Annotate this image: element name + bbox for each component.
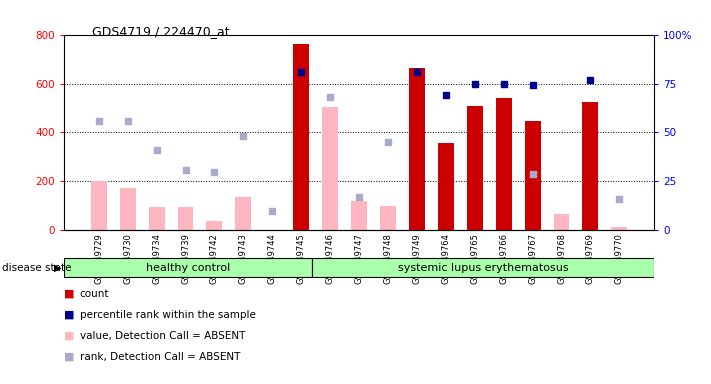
Bar xyxy=(91,182,107,230)
Bar xyxy=(119,187,136,230)
FancyBboxPatch shape xyxy=(312,258,654,277)
Text: healthy control: healthy control xyxy=(146,263,230,273)
Bar xyxy=(206,220,223,230)
Bar xyxy=(322,107,338,230)
Text: ■: ■ xyxy=(64,352,75,362)
Bar xyxy=(351,201,367,230)
FancyBboxPatch shape xyxy=(64,258,312,277)
Bar xyxy=(496,98,512,230)
Bar xyxy=(438,144,454,230)
Bar xyxy=(293,45,309,230)
Bar xyxy=(178,207,193,230)
Bar xyxy=(235,197,251,230)
Bar xyxy=(582,102,599,230)
Bar xyxy=(409,68,425,230)
Text: rank, Detection Call = ABSENT: rank, Detection Call = ABSENT xyxy=(80,352,240,362)
Bar xyxy=(380,206,396,230)
Text: systemic lupus erythematosus: systemic lupus erythematosus xyxy=(398,263,569,273)
Bar xyxy=(467,106,483,230)
Text: ■: ■ xyxy=(64,289,75,299)
Bar xyxy=(611,227,627,230)
Text: ■: ■ xyxy=(64,310,75,320)
Bar xyxy=(525,121,540,230)
Text: count: count xyxy=(80,289,109,299)
Text: ■: ■ xyxy=(64,331,75,341)
Text: value, Detection Call = ABSENT: value, Detection Call = ABSENT xyxy=(80,331,245,341)
Bar xyxy=(554,215,570,230)
Text: disease state: disease state xyxy=(2,263,72,273)
Bar xyxy=(149,207,164,230)
Text: percentile rank within the sample: percentile rank within the sample xyxy=(80,310,255,320)
Text: ▶: ▶ xyxy=(54,263,62,273)
Text: GDS4719 / 224470_at: GDS4719 / 224470_at xyxy=(92,25,230,38)
